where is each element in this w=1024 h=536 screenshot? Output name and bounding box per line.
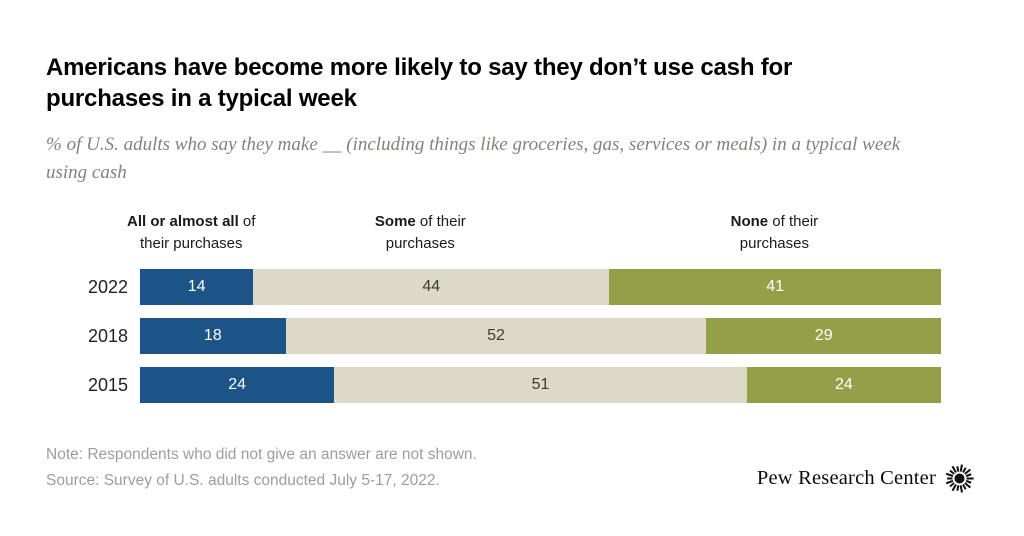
year-label: 2018 [87, 325, 128, 346]
series-header-1: All or almost all of their purchases [127, 213, 256, 252]
chart-source: Source: Survey of U.S. adults conducted … [46, 472, 440, 489]
bar-row-2015: 2015 24 51 24 [46, 367, 1024, 403]
stacked-bar-chart: All or almost all of their purchases Some … [46, 211, 1024, 403]
bar-row-2022: 2022 14 44 41 [46, 269, 1024, 305]
bar-segment: 24 [746, 367, 942, 403]
pew-sunburst-logo-icon [945, 464, 974, 493]
year-label: 2022 [87, 276, 128, 297]
bar-segment: 18 [140, 318, 286, 354]
bar-segment: 41 [609, 269, 941, 305]
bar-track: 18 52 29 [140, 318, 942, 354]
bar-segment: 24 [140, 367, 335, 403]
bar-segment: 52 [285, 318, 707, 354]
page-title: Americans have become more likely to say… [46, 54, 793, 112]
brand-name: Pew Research Center [756, 467, 936, 489]
chart-column-headers: All or almost all of their purchases Some … [127, 211, 941, 257]
chart-notes: Note: Respondents who did not give an an… [46, 442, 975, 494]
series-header-3: None of their purchases [730, 213, 819, 252]
bar-segment: 51 [334, 367, 747, 403]
brand: Pew Research Center [757, 463, 975, 494]
series-header-2: Some of their purchases [374, 213, 466, 252]
bar-row-2018: 2018 18 52 29 [46, 318, 1024, 354]
chart-note: Note: Respondents who did not give an an… [46, 446, 477, 463]
bar-track: 24 51 24 [140, 367, 942, 403]
bar-segment: 14 [140, 269, 254, 305]
chart-rows: 2022 14 44 41 2018 18 52 29 2015 24 51 24 [46, 269, 1024, 403]
bar-segment: 44 [253, 269, 610, 305]
year-label: 2015 [87, 374, 128, 395]
chart-subtitle: % of U.S. adults who say they make __ (i… [46, 134, 901, 183]
bar-segment: 29 [706, 318, 942, 354]
bar-track: 14 44 41 [140, 269, 941, 305]
chart-footer: Note: Respondents who did not give an an… [46, 442, 975, 502]
